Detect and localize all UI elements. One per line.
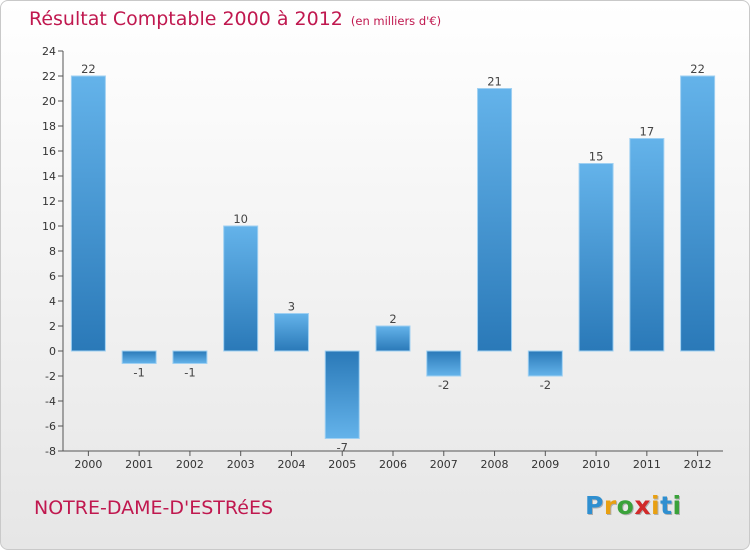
bar	[629, 138, 665, 352]
x-tick-label: 2000	[74, 458, 102, 471]
bar	[426, 350, 462, 377]
y-tick-label: -8	[45, 445, 56, 458]
bar	[70, 75, 106, 352]
y-tick-label: 8	[49, 245, 56, 258]
y-tick-label: -6	[45, 420, 56, 433]
x-tick-label: 2003	[227, 458, 255, 471]
x-tick-label: 2012	[684, 458, 712, 471]
bar-value-label: 15	[589, 150, 604, 164]
y-tick-label: 4	[49, 295, 56, 308]
y-tick-label: 2	[49, 320, 56, 333]
x-tick-label: 2007	[430, 458, 458, 471]
bar	[527, 350, 563, 377]
bar	[324, 350, 360, 439]
y-tick-label: 14	[42, 170, 56, 183]
chart-title-unit: (en milliers d'€)	[350, 14, 442, 28]
bar-value-label: 22	[690, 62, 705, 76]
bar-value-label: -7	[336, 441, 347, 455]
bar-value-label: 17	[640, 125, 655, 139]
logo-letter: o	[616, 491, 635, 520]
y-tick-label: 6	[49, 270, 56, 283]
proxiti-logo[interactable]: Proxiti	[585, 491, 682, 520]
y-tick-label: 12	[42, 195, 56, 208]
bar-value-label: 21	[487, 75, 502, 89]
y-tick-label: -4	[45, 395, 56, 408]
bar	[477, 88, 513, 352]
logo-letter: x	[634, 491, 651, 520]
chart-data-labels: 22 -1 -1 10 3 -7 2 -2 21 -2 15 17 22	[81, 62, 705, 455]
x-tick-label: 2002	[176, 458, 204, 471]
bar	[680, 75, 716, 352]
logo-letter: t	[660, 491, 673, 520]
y-tick-label: 10	[42, 220, 56, 233]
bar-value-label: 10	[233, 212, 248, 226]
y-tick-label: 16	[42, 145, 56, 158]
y-tick-label: 22	[42, 70, 56, 83]
chart-title: Résultat Comptable 2000 à 2012 (en millie…	[29, 8, 441, 30]
commune-name: NOTRE-DAME-D'ESTRéES	[34, 497, 274, 519]
y-tick-label: 18	[42, 120, 56, 133]
bar	[172, 350, 208, 364]
chart-title-main: Résultat Comptable 2000 à 2012	[29, 8, 343, 30]
y-tick-label: 24	[42, 45, 56, 58]
x-tick-label: 2009	[531, 458, 559, 471]
bar-value-label: -2	[540, 378, 551, 392]
y-tick-label: 0	[49, 345, 56, 358]
x-tick-label: 2005	[328, 458, 356, 471]
bar	[578, 163, 614, 352]
bar-value-label: -1	[184, 366, 195, 380]
logo-letter: i	[651, 491, 661, 520]
bar-value-label: -2	[438, 378, 449, 392]
logo-letter: i	[672, 491, 682, 520]
x-tick-label: 2006	[379, 458, 407, 471]
bar	[121, 350, 157, 364]
bar	[223, 225, 259, 352]
bar-value-label: 3	[288, 300, 295, 314]
bar-value-label: 2	[389, 312, 396, 326]
bar	[375, 325, 411, 352]
y-tick-label: 20	[42, 95, 56, 108]
x-tick-label: 2004	[277, 458, 305, 471]
chart-bars	[70, 75, 716, 439]
x-tick-label: 2001	[125, 458, 153, 471]
bar	[273, 313, 309, 352]
x-tick-label: 2008	[481, 458, 509, 471]
y-tick-label: -2	[45, 370, 56, 383]
logo-letter: P	[585, 491, 604, 520]
logo-letter: r	[603, 491, 617, 520]
x-tick-label: 2011	[633, 458, 661, 471]
bar-value-label: -1	[133, 366, 144, 380]
x-tick-label: 2010	[582, 458, 610, 471]
bar-value-label: 22	[81, 62, 96, 76]
